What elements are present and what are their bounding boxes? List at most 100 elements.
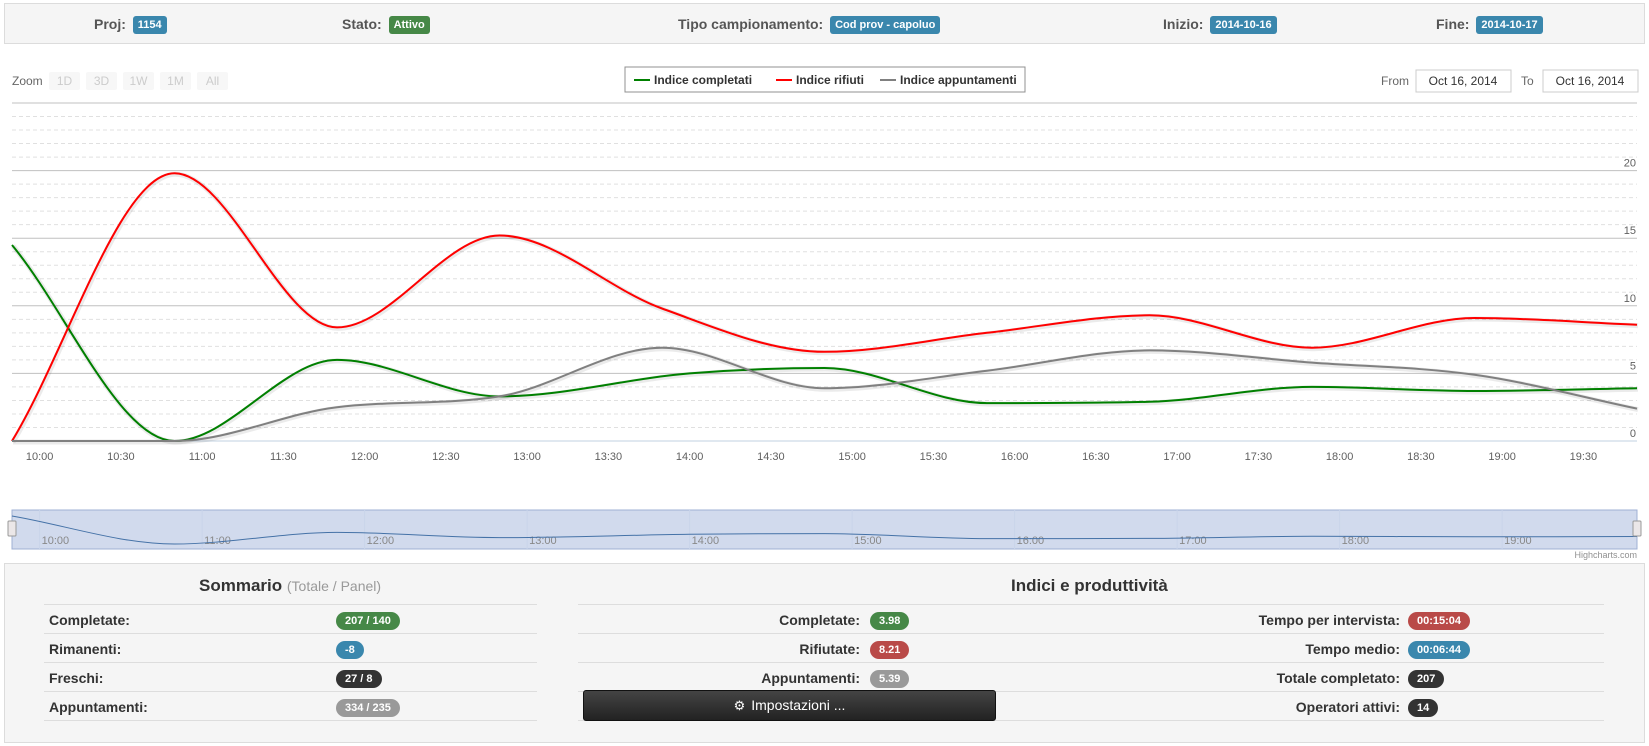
indici-row-label: Operatori attivi:: [1295, 699, 1400, 715]
indici-row-label: Rifiutate:: [799, 641, 860, 657]
zoom-button-label[interactable]: 1D: [57, 74, 73, 88]
indici-divider: [578, 720, 1604, 721]
zoom-button[interactable]: [86, 72, 117, 90]
indici-row-label: Tempo medio:: [1305, 641, 1400, 657]
zoom-button-label[interactable]: 1M: [167, 74, 184, 88]
series-line-2[interactable]: [11, 172, 1638, 442]
navigator-tick-label: 17:00: [1179, 535, 1207, 547]
stato-field: Stato: Attivo: [342, 16, 430, 34]
series-shadow: [11, 244, 1639, 445]
x-tick-label: 17:00: [1163, 451, 1191, 463]
zoom-button-label[interactable]: 3D: [94, 74, 110, 88]
x-tick-label: 10:30: [107, 451, 135, 463]
summary-subtitle: (Totale / Panel): [286, 578, 382, 594]
tipo-value: Cod prov - capoluo: [830, 16, 941, 34]
to-label: To: [1521, 74, 1534, 88]
y-tick-label: 20: [1624, 158, 1636, 170]
from-label: From: [1381, 74, 1409, 88]
summary-row-label: Rimanenti:: [49, 641, 122, 657]
tempo-per-intervista-badge: 00:15:04: [1408, 612, 1471, 630]
y-tick-label: 15: [1624, 225, 1636, 237]
legend-item[interactable]: Indice appuntamenti: [900, 73, 1017, 87]
x-tick-label: 14:30: [757, 451, 785, 463]
indici-divider: [578, 662, 1604, 663]
credits-link[interactable]: Highcharts.com: [1574, 550, 1637, 560]
legend: Indice completati Indice rifiuti Indice ap…: [624, 66, 1026, 93]
proj-field: Proj: 1154: [94, 16, 167, 34]
x-tick-label: 17:30: [1245, 451, 1273, 463]
fine-field: Fine: 2014-10-17: [1436, 16, 1543, 34]
navigator-tick-label: 11:00: [204, 535, 231, 547]
legend-item[interactable]: Indice rifiuti: [796, 73, 864, 87]
x-tick-label: 12:30: [432, 451, 460, 463]
indici-rifiutate-badge: 8.21: [870, 641, 910, 659]
tipo-label: Tipo campionamento:: [678, 16, 824, 32]
settings-button-label: Impostazioni ...: [751, 697, 846, 713]
navigator-tick-label: 12:00: [367, 535, 395, 547]
y-axis: 0 5 10 15 20: [1624, 158, 1636, 440]
stato-value: Attivo: [388, 16, 430, 34]
navigator-tick-label: 10:00: [42, 535, 70, 547]
inizio-value: 2014-10-16: [1210, 16, 1277, 34]
from-input-value[interactable]: Oct 16, 2014: [1429, 74, 1498, 88]
indici-row-label: Completate:: [779, 612, 860, 628]
x-tick-label: 12:00: [351, 451, 379, 463]
x-tick-label: 16:30: [1082, 451, 1110, 463]
navigator-tick-label: 16:00: [1017, 535, 1045, 547]
x-tick-label: 10:00: [26, 451, 54, 463]
zoom-button-label[interactable]: All: [206, 74, 219, 88]
series-line-1[interactable]: [11, 244, 1638, 442]
summary-divider: [44, 633, 537, 634]
navigator-tick-label: 18:00: [1342, 535, 1370, 547]
indici-divider: [578, 633, 1604, 634]
summary-title-text: Sommario: [199, 576, 283, 595]
zoom-button[interactable]: [49, 72, 80, 90]
gears-icon: ⚙: [733, 698, 746, 713]
zoom-buttons: 1D 3D 1W 1M All: [49, 72, 228, 90]
navigator-series: [11, 515, 1638, 545]
x-tick-label: 18:00: [1326, 451, 1354, 463]
zoom-button[interactable]: [123, 72, 154, 90]
summary-row-label: Appuntamenti:: [49, 699, 148, 715]
navigator-tick-label: 19:00: [1504, 535, 1532, 547]
x-tick-label: 18:30: [1407, 451, 1435, 463]
summary-row-label: Completate:: [49, 612, 130, 628]
indici-row-label: Appuntamenti:: [761, 670, 860, 686]
summary-freschi-badge: 27 / 8: [336, 670, 382, 688]
navigator[interactable]: 10:00 11:00 12:00 13:00 14:00 15:00 16:00 17:00…: [7, 509, 1642, 550]
to-input-value[interactable]: Oct 16, 2014: [1556, 74, 1625, 88]
indici-row-label: Tempo per intervista:: [1258, 612, 1400, 628]
grid: [12, 102, 1637, 442]
legend-item[interactable]: Indice completati: [654, 73, 752, 87]
y-tick-label: 5: [1630, 360, 1636, 372]
indici-title: Indici e produttività: [1011, 576, 1168, 595]
series-line-3[interactable]: [12, 346, 1638, 443]
summary-appuntamenti-badge: 334 / 235: [336, 699, 400, 717]
legend-box: [624, 66, 1026, 93]
zoom-button[interactable]: [160, 72, 191, 90]
y-tick-label: 10: [1624, 293, 1636, 305]
proj-label: Proj:: [94, 16, 126, 32]
indici-row-label: Totale completato:: [1276, 670, 1400, 686]
summary-divider: [44, 720, 537, 721]
from-input[interactable]: [1415, 69, 1512, 93]
indici-appuntamenti-badge: 5.39: [870, 670, 910, 688]
indici-completate-badge: 3.98: [870, 612, 910, 630]
settings-button[interactable]: ⚙ Impostazioni ...: [583, 690, 996, 721]
inizio-label: Inizio:: [1163, 16, 1204, 32]
x-tick-label: 13:00: [513, 451, 541, 463]
summary-completate-badge: 207 / 140: [336, 612, 400, 630]
x-tick-label: 16:00: [1001, 451, 1029, 463]
navigator-tick-label: 13:00: [529, 535, 557, 547]
navigator-handle-right[interactable]: [1632, 520, 1642, 537]
to-input[interactable]: [1542, 69, 1639, 93]
fine-value: 2014-10-17: [1476, 16, 1543, 34]
navigator-mask[interactable]: [11, 509, 1638, 550]
proj-value: 1154: [132, 16, 167, 34]
navigator-handle-left[interactable]: [7, 520, 17, 537]
fine-label: Fine:: [1436, 16, 1470, 32]
zoom-button-label[interactable]: 1W: [130, 74, 149, 88]
stato-label: Stato:: [342, 16, 382, 32]
zoom-button[interactable]: [197, 72, 228, 90]
